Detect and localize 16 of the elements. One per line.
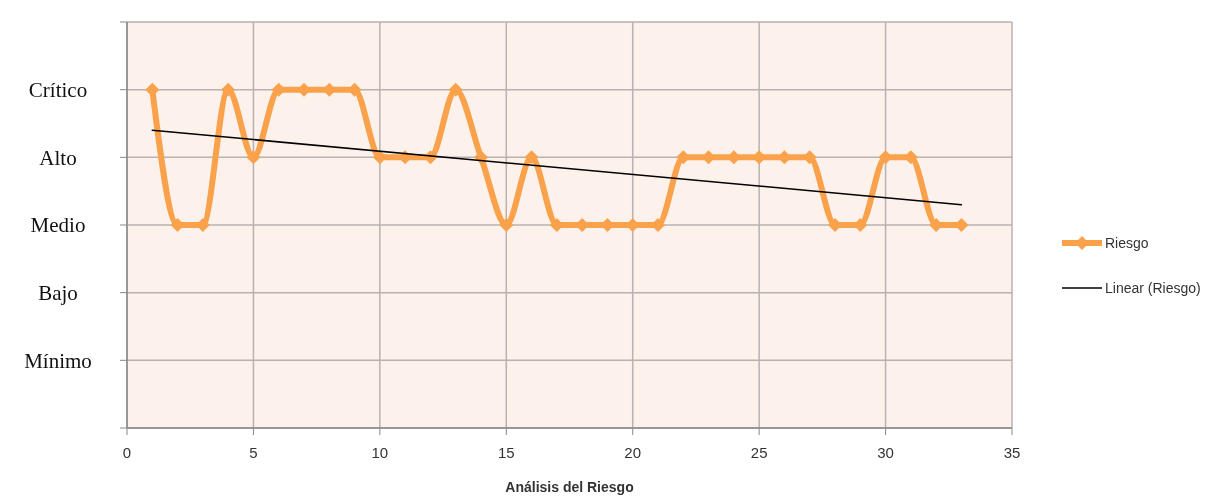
x-tick-label: 20	[624, 444, 642, 461]
x-tick-label: 10	[371, 444, 389, 461]
legend-label: Riesgo	[1105, 234, 1149, 251]
text: Medio	[30, 213, 86, 238]
x-tick-label: 25	[750, 444, 768, 461]
text: Crítico	[28, 78, 88, 103]
x-tick-label: 35	[1003, 444, 1021, 461]
text: Alto	[39, 145, 77, 170]
x-tick-label: 5	[249, 444, 258, 461]
x-tick-label: 0	[122, 444, 132, 461]
x-tick-label: 15	[497, 444, 515, 461]
legend-label: Linear (Riesgo)	[1105, 279, 1201, 296]
x-tick-label: 30	[877, 444, 894, 461]
text: Mínimo	[24, 348, 92, 373]
x-axis-title: Análisis del Riesgo	[505, 479, 634, 495]
text: Bajo	[38, 281, 78, 306]
